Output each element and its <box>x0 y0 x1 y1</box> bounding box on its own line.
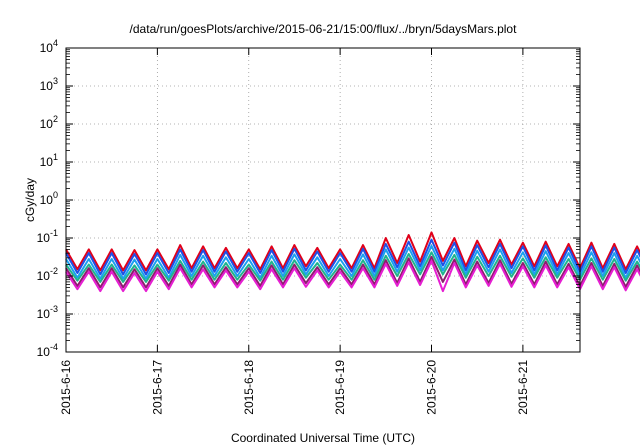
series-line-5 <box>65 255 640 289</box>
y-tick-label: 10-1 <box>37 228 58 245</box>
x-tick-label: 2015-6-20 <box>425 360 439 415</box>
y-tick-label: 10-4 <box>37 342 58 359</box>
y-tick-label: 10-3 <box>37 304 58 321</box>
y-tick-label: 100 <box>40 190 58 207</box>
series-group <box>65 231 640 293</box>
series-line-1 <box>65 231 640 272</box>
x-tick-label: 2015-6-19 <box>333 360 347 415</box>
y-tick-label: 104 <box>40 38 58 55</box>
series-line-4 <box>65 251 640 283</box>
y-axis-label: cGy/day <box>23 178 37 222</box>
series-line-3 <box>65 244 640 280</box>
x-tick-label: 2015-6-21 <box>516 360 530 415</box>
series-line-6 <box>65 259 640 293</box>
y-tick-label: 101 <box>40 152 58 169</box>
x-tick-label: 2015-6-17 <box>150 360 164 415</box>
y-axis: 10-4 10-3 10-2 10-1 100 101 102 103 104 <box>37 38 580 359</box>
chart-title: /data/run/goesPlots/archive/2015-06-21/1… <box>130 22 518 36</box>
y-tick-label: 102 <box>40 114 58 131</box>
x-axis-label: Coordinated Universal Time (UTC) <box>231 431 415 445</box>
x-axis: 2015-6-16 2015-6-17 2015-6-18 2015-6-19 2015… <box>59 48 530 415</box>
series-line-2 <box>65 238 640 276</box>
y-tick-label: 10-2 <box>37 266 58 283</box>
y-tick-label: 103 <box>40 76 58 93</box>
x-tick-label: 2015-6-16 <box>59 360 73 415</box>
x-tick-label: 2015-6-18 <box>242 360 256 415</box>
